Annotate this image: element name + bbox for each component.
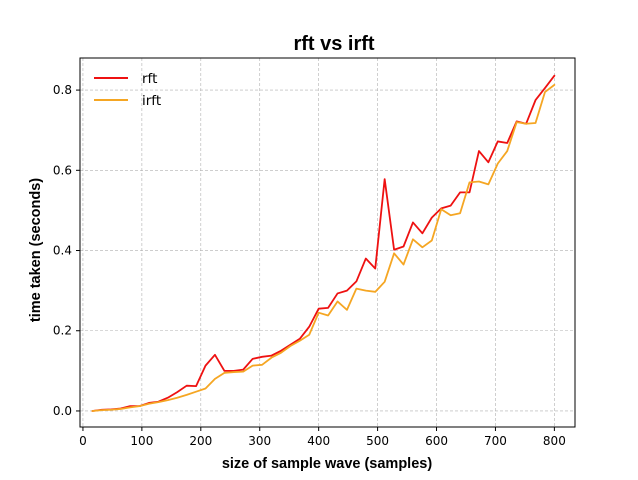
grid <box>80 58 575 427</box>
x-tick-label: 500 <box>366 434 389 448</box>
x-tick-label: 600 <box>425 434 448 448</box>
y-axis-label: time taken (seconds) <box>28 178 44 322</box>
series-line-rft <box>91 74 556 412</box>
series-layer <box>91 74 556 412</box>
x-tick-label: 400 <box>307 434 330 448</box>
x-axis-label: size of sample wave (samples) <box>222 456 433 472</box>
y-tick-label: 0.4 <box>53 244 72 258</box>
x-tick-label: 800 <box>543 434 566 448</box>
x-tick-label: 200 <box>189 434 212 448</box>
legend-label-irft: irft <box>142 93 161 109</box>
y-tick-label: 0.6 <box>53 163 72 177</box>
chart-title: rft vs irft <box>293 33 374 55</box>
x-tick-label: 100 <box>130 434 153 448</box>
x-tick-label: 300 <box>248 434 271 448</box>
series-line-irft <box>91 83 556 412</box>
ticks: 0 100 200 300 400 500 600 700 800 0.0 0.2 0.4 0.6 0.8 <box>53 83 566 448</box>
plot-frame <box>79 57 576 428</box>
y-tick-label: 0.2 <box>53 324 72 338</box>
legend-label-rft: rft <box>142 71 157 87</box>
x-tick-label: 0 <box>79 434 87 448</box>
legend: rft irft <box>94 71 161 109</box>
y-tick-label: 0.8 <box>53 83 72 97</box>
y-tick-label: 0.0 <box>53 404 72 418</box>
x-tick-label: 700 <box>484 434 507 448</box>
